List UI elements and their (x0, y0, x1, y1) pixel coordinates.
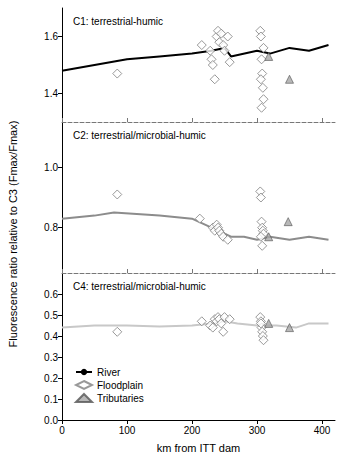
svg-text:Tributaries: Tributaries (97, 393, 144, 404)
svg-text:0.4: 0.4 (44, 331, 58, 342)
svg-text:1.6: 1.6 (44, 31, 58, 42)
svg-text:300: 300 (249, 425, 266, 436)
svg-text:0.0: 0.0 (44, 415, 58, 426)
svg-text:C2: terrestrial/microbial-humi: C2: terrestrial/microbial-humic (73, 130, 206, 141)
svg-text:1.0: 1.0 (44, 162, 58, 173)
svg-text:Floodplain: Floodplain (97, 380, 143, 391)
svg-text:0.2: 0.2 (44, 373, 58, 384)
svg-text:C1: terrestrial-humic: C1: terrestrial-humic (73, 16, 163, 27)
svg-text:200: 200 (184, 425, 201, 436)
svg-text:0.5: 0.5 (44, 310, 58, 321)
svg-text:km from ITT dam: km from ITT dam (157, 442, 241, 454)
svg-text:0.1: 0.1 (44, 394, 58, 405)
svg-text:1.4: 1.4 (44, 88, 58, 99)
svg-text:0.3: 0.3 (44, 352, 58, 363)
svg-text:400: 400 (314, 425, 331, 436)
svg-text:100: 100 (119, 425, 136, 436)
svg-text:0.6: 0.6 (44, 289, 58, 300)
svg-text:C4: terrestrial/microbial-humi: C4: terrestrial/microbial-humic (73, 281, 206, 292)
svg-text:River: River (97, 367, 121, 378)
svg-text:0.8: 0.8 (44, 222, 58, 233)
svg-text:0: 0 (59, 425, 65, 436)
svg-text:Fluorescence ratio relative to: Fluorescence ratio relative to C3 (Fmax/… (7, 121, 19, 348)
